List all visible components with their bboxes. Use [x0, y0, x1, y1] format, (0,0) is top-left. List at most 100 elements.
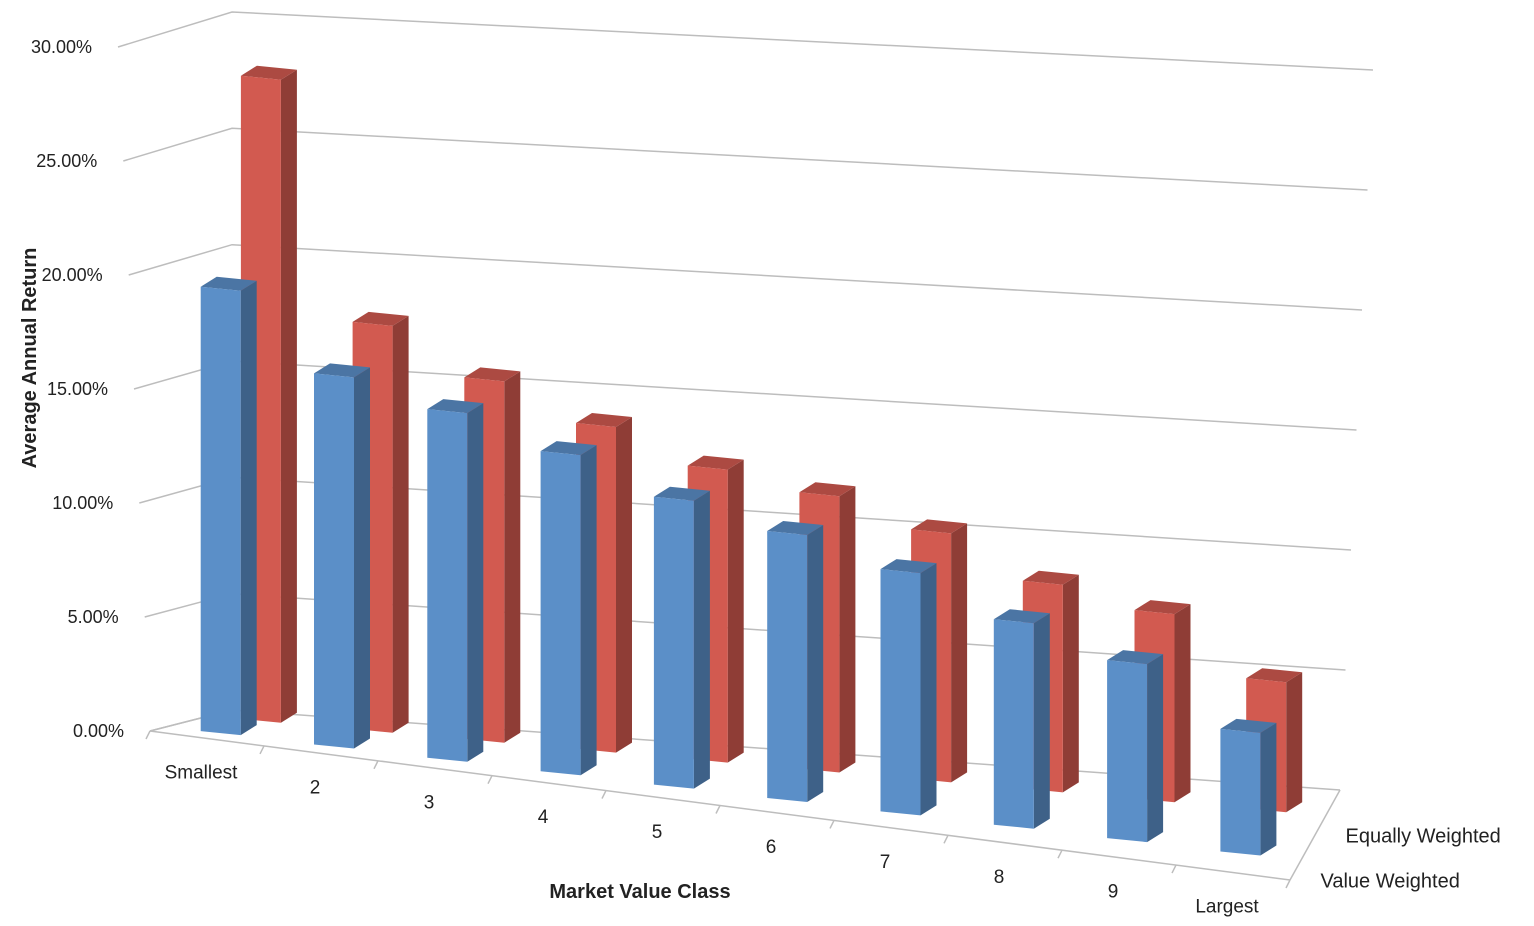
bar-value-weighted	[767, 521, 824, 802]
bar-side	[839, 486, 856, 773]
bar-top	[314, 363, 370, 378]
bar-side	[392, 315, 409, 733]
bar-top	[687, 455, 744, 470]
bar-side	[1286, 672, 1303, 813]
bar-side	[504, 371, 521, 743]
x-tick-label: 8	[994, 867, 1005, 888]
x-tick-mark	[373, 760, 379, 770]
bar-front	[1220, 728, 1261, 856]
gridlines	[117, 11, 1374, 889]
bar-top	[1134, 600, 1191, 615]
bar-value-weighted	[653, 486, 710, 789]
x-tick-label: 5	[652, 822, 663, 843]
bar-top	[464, 367, 521, 382]
y-tick-label: 5.00%	[68, 607, 119, 627]
bar-side	[920, 563, 937, 816]
x-tick-mark	[259, 745, 265, 755]
x-tick-label: 2	[310, 777, 321, 798]
bar-side	[467, 403, 484, 762]
bar-front	[200, 286, 241, 736]
bar-top	[653, 486, 710, 501]
bar-top	[767, 521, 824, 535]
y-tick-label: 20.00%	[42, 265, 103, 285]
x-tick-label: 3	[424, 792, 435, 813]
y-tick-label: 25.00%	[36, 151, 97, 171]
x-tick-mark	[943, 834, 949, 844]
x-axis-title: Market Value Class	[549, 881, 730, 903]
y-tick-label: 15.00%	[47, 379, 108, 399]
bar-side	[240, 280, 257, 736]
x-tick-label: Largest	[1195, 897, 1259, 918]
bar-top	[1022, 570, 1079, 585]
bar-top	[880, 559, 937, 574]
bar-top	[993, 609, 1050, 624]
bar-side	[1147, 654, 1164, 843]
x-tick-label: 7	[880, 852, 891, 873]
bar-side	[354, 367, 370, 749]
bar-front	[767, 531, 808, 802]
bar-side	[1260, 722, 1277, 856]
y-axis-title: Average Annual Return	[19, 248, 41, 469]
bar-side	[807, 525, 824, 802]
bar-top	[240, 65, 297, 80]
x-tick-mark	[715, 805, 721, 814]
x-tick-label: Smallest	[165, 762, 239, 783]
y-tick-label: 10.00%	[52, 493, 113, 513]
x-tick-label: 4	[538, 807, 549, 828]
y-tick-label: 30.00%	[31, 37, 92, 57]
bar-value-weighted	[540, 441, 597, 776]
bar-value-weighted	[1107, 650, 1164, 843]
gridline	[117, 11, 1374, 71]
bar-side	[616, 417, 632, 753]
bar-value-weighted	[993, 609, 1050, 829]
bar-side	[951, 523, 968, 783]
bar-front	[880, 569, 921, 816]
bar-side	[1033, 613, 1050, 829]
bar-side	[727, 459, 744, 763]
series-axis-labels: Equally Weighted Value Weighted	[1321, 826, 1501, 893]
x-tick-mark	[1171, 864, 1177, 874]
y-tick-label: 0.00%	[73, 721, 124, 741]
y-axis-ticks: 0.00% 5.00% 10.00% 15.00% 20.00% 25.00% 30.00%	[31, 37, 124, 741]
bar-side	[1174, 604, 1191, 803]
bar-value-weighted	[314, 363, 370, 749]
bar-top	[1220, 718, 1277, 733]
bar-front	[653, 496, 694, 789]
bar-value-weighted	[427, 399, 484, 762]
bar-front	[993, 619, 1034, 829]
floor-right-edge	[1289, 789, 1341, 881]
bar-front	[1107, 660, 1148, 843]
bar-top	[1107, 650, 1164, 665]
bar-top	[200, 276, 257, 291]
bar-front	[540, 451, 581, 776]
bar-value-weighted	[880, 559, 937, 816]
bars	[200, 65, 1303, 856]
x-tick-mark	[601, 790, 607, 799]
x-tick-mark	[487, 775, 493, 785]
bar-top	[427, 399, 484, 414]
series-label: Equally Weighted	[1346, 826, 1501, 848]
bar-value-weighted	[200, 276, 257, 736]
bar-value-weighted	[1220, 718, 1277, 856]
bar-top	[352, 311, 409, 326]
x-tick-label: 9	[1108, 882, 1119, 903]
gridline	[128, 243, 1363, 311]
x-tick-mark	[145, 730, 151, 740]
bar-front	[314, 373, 354, 749]
bar-side	[280, 69, 297, 723]
x-tick-mark	[829, 820, 835, 829]
bar-front	[427, 409, 468, 762]
bar-side	[1062, 574, 1079, 793]
x-axis-ticks: Smallest 2 3 4 5 6 7 8 9 Largest	[165, 762, 1260, 917]
bar-top	[1246, 668, 1303, 683]
series-label: Value Weighted	[1321, 871, 1460, 893]
bar-side	[693, 490, 710, 789]
bar-top	[799, 482, 856, 497]
bar-top	[540, 441, 597, 456]
x-tick-mark	[1057, 849, 1063, 859]
x-tick-mark	[1285, 879, 1291, 889]
gridline	[123, 127, 1368, 191]
bar-top	[911, 519, 968, 534]
